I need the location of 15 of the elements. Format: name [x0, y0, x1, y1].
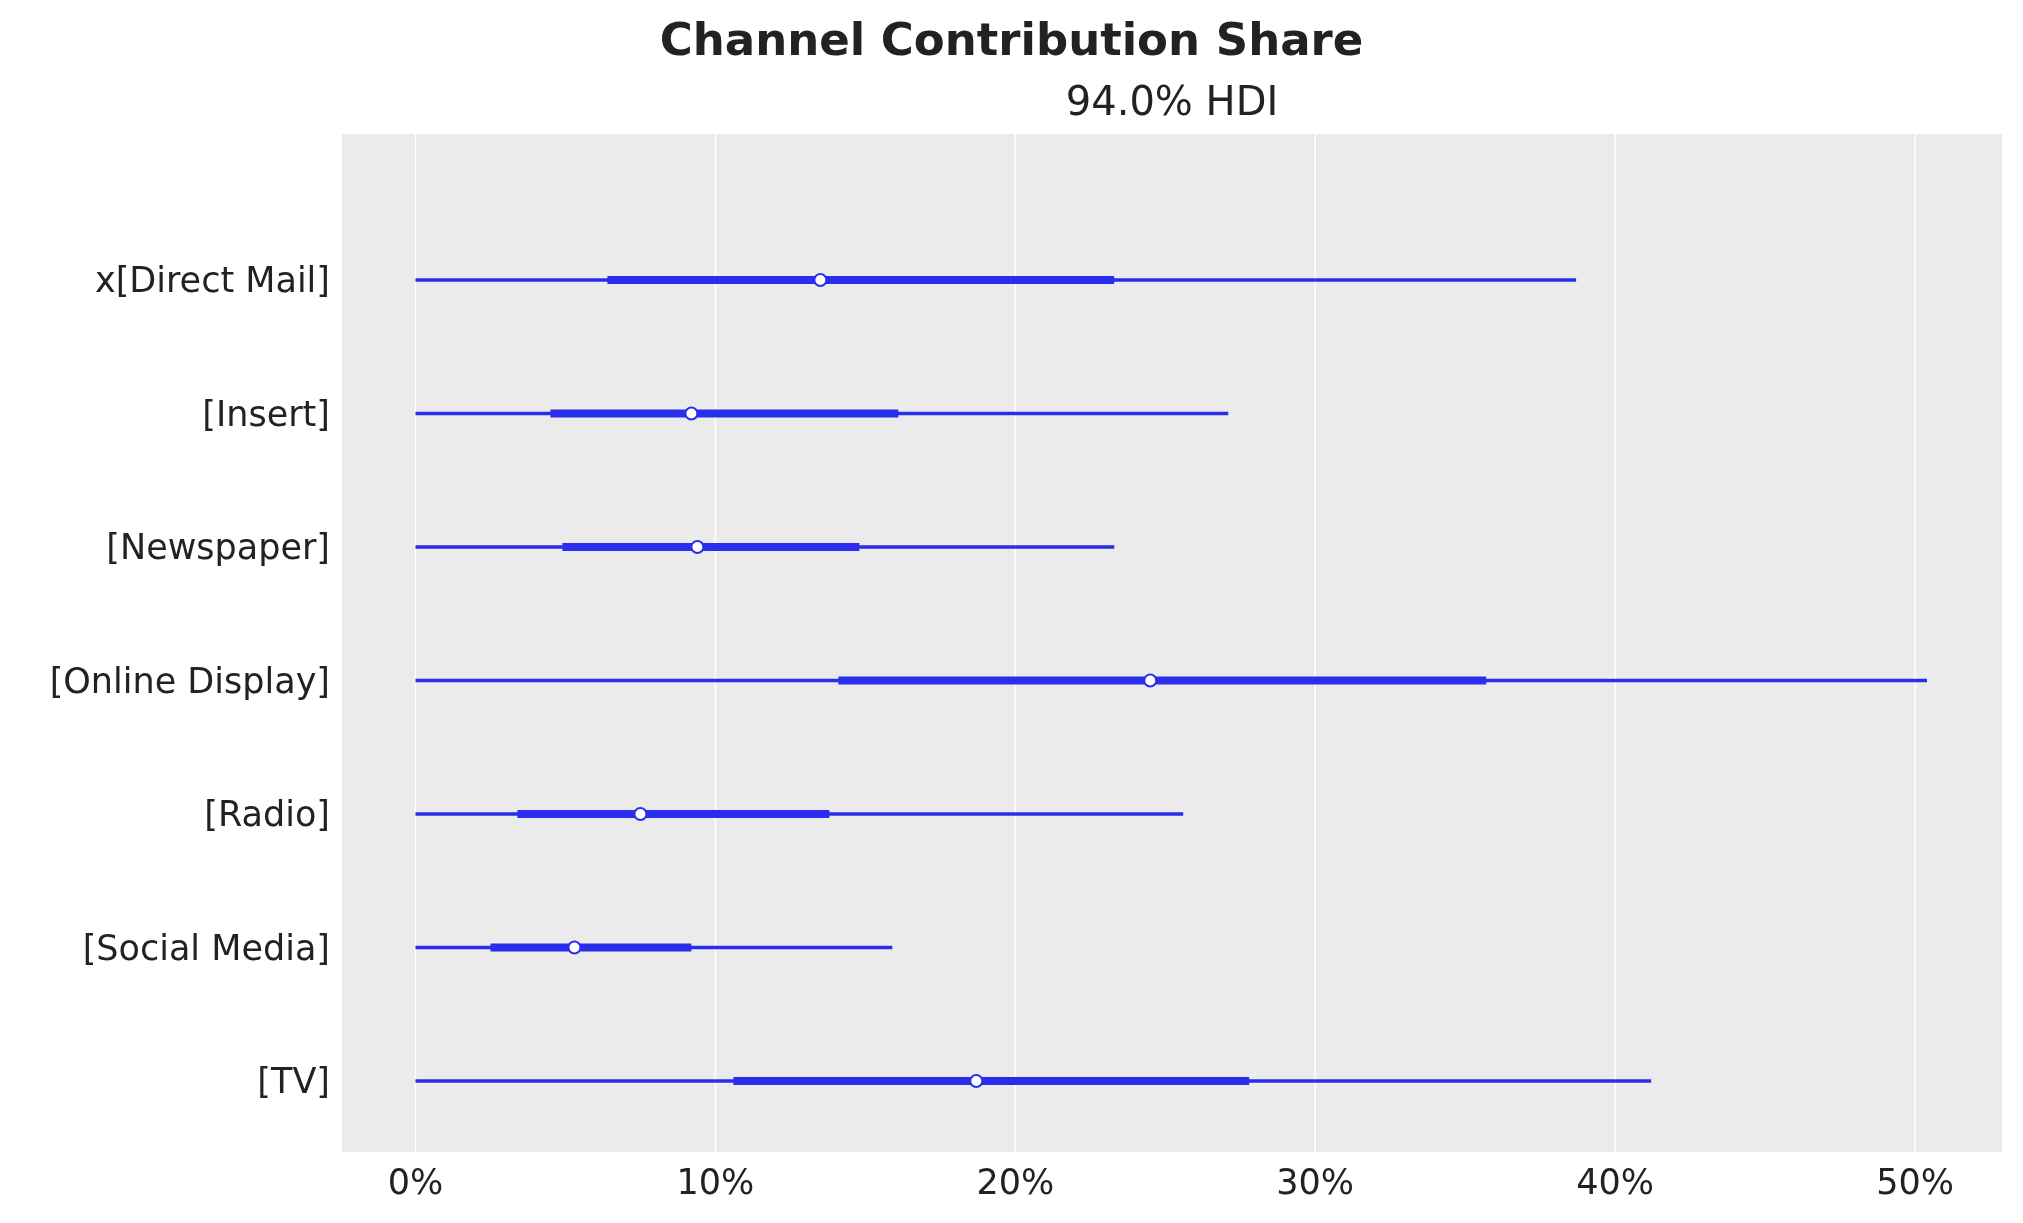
y-tick-label: [Newspaper]: [106, 527, 330, 568]
x-tick-label: 0%: [387, 1162, 444, 1202]
x-tick-label: 40%: [1576, 1162, 1655, 1202]
y-tick-label: [Insert]: [202, 393, 330, 434]
chart-subtitle: 94.0% HDI: [1065, 78, 1279, 124]
y-tick-label: [Online Display]: [49, 660, 330, 701]
y-tick-label: [Social Media]: [82, 927, 330, 968]
x-tick-label: 30%: [1276, 1162, 1355, 1202]
x-tick-label: 20%: [976, 1162, 1055, 1202]
chart-title: Channel Contribution Share: [659, 13, 1364, 66]
x-tick-label: 10%: [676, 1162, 755, 1202]
x-tick-label: 50%: [1876, 1162, 1954, 1202]
y-tick-label: x[Direct Mail]: [94, 260, 330, 301]
y-tick-label: [TV]: [257, 1061, 330, 1102]
y-tick-label: [Radio]: [204, 794, 330, 835]
